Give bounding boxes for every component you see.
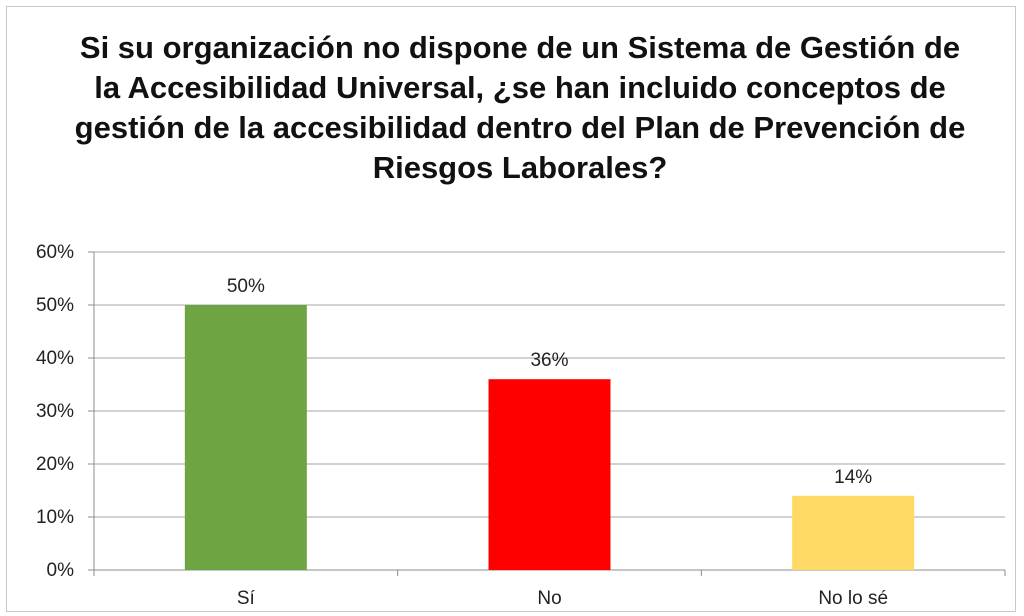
- x-category-label-0: Sí: [237, 588, 256, 609]
- bar-2: [792, 495, 915, 570]
- bar-0: [184, 305, 307, 570]
- y-tick-label-3: 30%: [36, 401, 74, 422]
- y-tick-label-0: 0%: [47, 560, 75, 581]
- data-label-1: 36%: [530, 350, 568, 371]
- chart-title: Si su organización no dispone de un Sist…: [74, 30, 966, 185]
- bar-1: [488, 379, 611, 570]
- y-tick-label-1: 10%: [36, 507, 74, 528]
- y-tick-label-6: 60%: [36, 242, 74, 263]
- data-label-0: 50%: [227, 276, 265, 297]
- y-tick-label-2: 20%: [36, 454, 74, 475]
- x-category-label-2: No lo sé: [818, 588, 888, 609]
- x-category-label-1: No: [537, 588, 561, 609]
- y-tick-label-4: 40%: [36, 348, 74, 369]
- data-label-2: 14%: [834, 467, 872, 488]
- y-tick-label-5: 50%: [36, 295, 74, 316]
